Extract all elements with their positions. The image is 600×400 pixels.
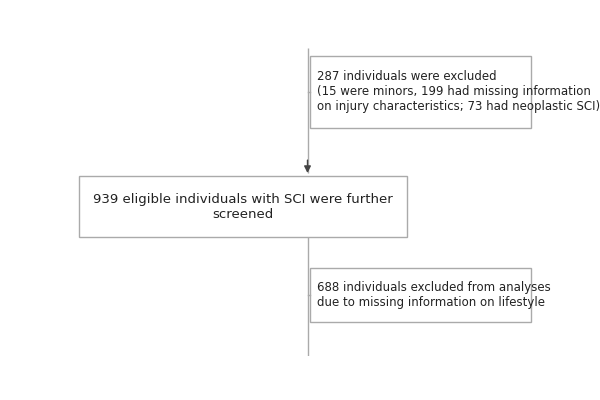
Text: 287 individuals were excluded
(15 were minors, 199 had missing information
on in: 287 individuals were excluded (15 were m… xyxy=(317,70,600,113)
FancyBboxPatch shape xyxy=(79,176,407,238)
FancyBboxPatch shape xyxy=(310,268,531,322)
Text: 939 eligible individuals with SCI were further
screened: 939 eligible individuals with SCI were f… xyxy=(93,193,392,221)
FancyBboxPatch shape xyxy=(310,56,531,128)
Text: 688 individuals excluded from analyses
due to missing information on lifestyle: 688 individuals excluded from analyses d… xyxy=(317,281,551,309)
